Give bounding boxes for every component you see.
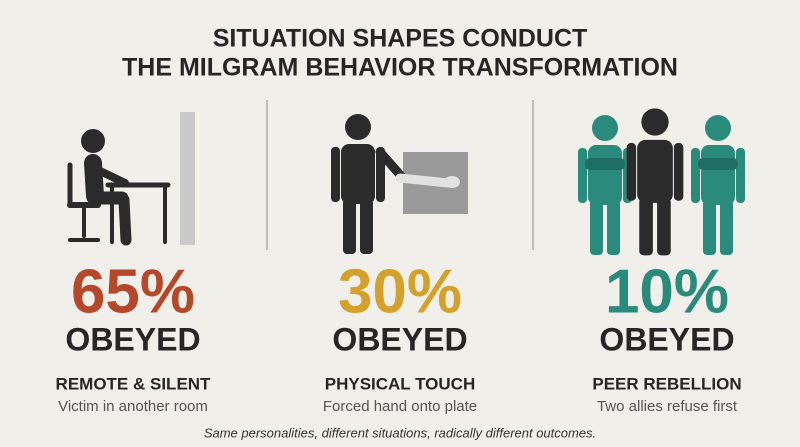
heading: REMOTE & SILENT (56, 374, 212, 393)
heading: PHYSICAL TOUCH (325, 374, 476, 393)
percent: 10% (605, 257, 729, 326)
title-line: SITUATION SHAPES CONDUCT (213, 25, 588, 53)
percent: 65% (71, 257, 195, 326)
outcome: OBEYED (599, 321, 734, 357)
footnote: Same personalities, different situations… (204, 425, 596, 440)
touch-icon (331, 114, 468, 254)
outcome: OBEYED (65, 321, 200, 357)
peers-icon (578, 108, 745, 256)
description: Victim in another room (58, 398, 208, 415)
description: Two allies refuse first (597, 398, 738, 415)
remote-icon (67, 112, 195, 246)
description: Forced hand onto plate (323, 398, 477, 415)
heading: PEER REBELLION (592, 374, 741, 393)
title-line: THE MILGRAM BEHAVIOR TRANSFORMATION (122, 54, 678, 82)
outcome: OBEYED (332, 321, 467, 357)
percent: 30% (338, 257, 462, 326)
